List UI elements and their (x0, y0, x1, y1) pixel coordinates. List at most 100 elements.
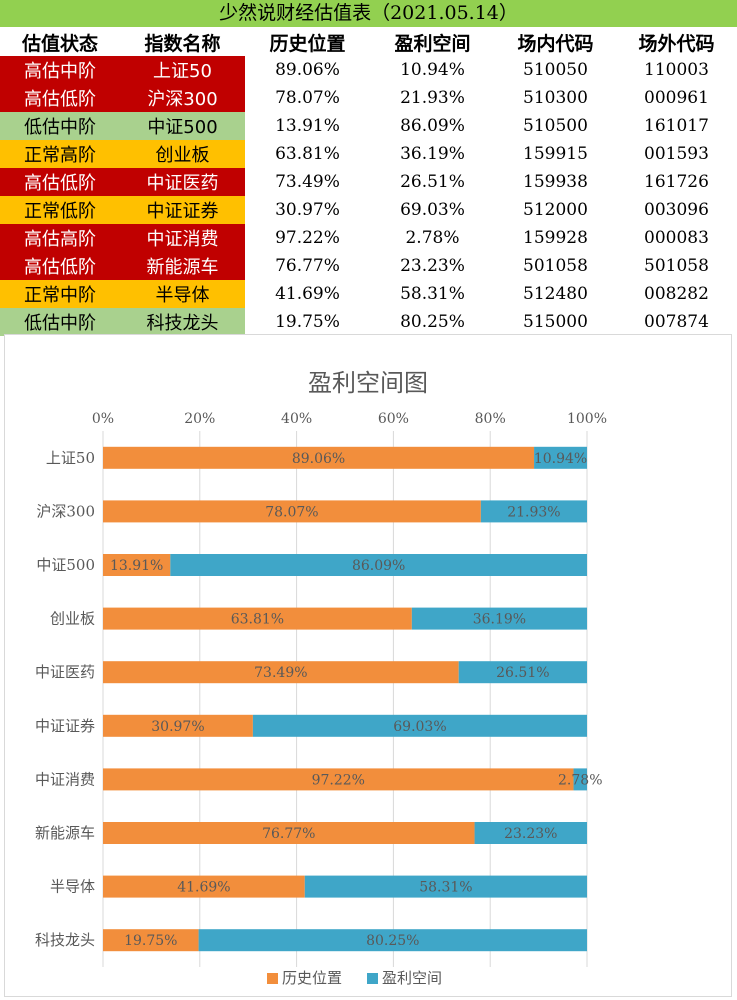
bar-profit (411, 607, 587, 630)
bar-hist (103, 929, 199, 952)
inner-code-cell: 512480 (523, 284, 588, 304)
index-cell: 中证500 (120, 112, 245, 140)
index-cell: 中证消费 (120, 224, 245, 252)
bar-profit (252, 714, 587, 737)
bar-hist (103, 768, 574, 791)
inner-code-cell: 512000 (523, 200, 588, 220)
status-cell: 高估高阶 (0, 224, 120, 252)
table-row: 高估低阶 沪深300 78.07% 21.93% 510300 000961 (0, 84, 737, 112)
bar-hist (103, 607, 412, 630)
table-row: 高估高阶 中证消费 97.22% 2.78% 159928 000083 (0, 224, 737, 252)
outer-code-cell: 110003 (644, 60, 709, 80)
bar-label-hist: 30.97% (151, 719, 204, 735)
index-cell: 中证医药 (120, 168, 245, 196)
header-index: 指数名称 (144, 32, 221, 55)
status-cell: 正常低阶 (0, 196, 120, 224)
bar-label-hist: 89.06% (292, 451, 345, 467)
bar-hist (103, 714, 253, 737)
profit-cell: 21.93% (400, 88, 465, 108)
hist-cell: 78.07% (275, 88, 340, 108)
table-row: 正常低阶 中证证券 30.97% 69.03% 512000 003096 (0, 196, 737, 224)
category-label: 创业板 (50, 610, 95, 628)
category-label: 沪深300 (36, 502, 95, 520)
status-cell: 高估低阶 (0, 168, 120, 196)
outer-code-cell: 008282 (644, 284, 709, 304)
x-tick-label: 0% (92, 411, 114, 427)
legend-label-hist: 历史位置 (282, 969, 342, 987)
index-cell: 沪深300 (120, 84, 245, 112)
table-row: 正常高阶 创业板 63.81% 36.19% 159915 001593 (0, 140, 737, 168)
table-row: 正常中阶 半导体 41.69% 58.31% 512480 008282 (0, 280, 737, 308)
outer-code-cell: 007874 (644, 312, 709, 332)
valuation-table: 估值状态 指数名称 历史位置 盈利空间 场内代码 场外代码 高估中阶 上证50 89… (0, 28, 737, 336)
header-hist: 历史位置 (269, 32, 346, 55)
profit-cell: 36.19% (400, 144, 465, 164)
bar-profit (474, 822, 587, 844)
bar-hist (103, 875, 305, 898)
x-tick-label: 40% (281, 411, 312, 427)
outer-code-cell: 000083 (644, 228, 709, 248)
hist-cell: 63.81% (275, 144, 340, 164)
inner-code-cell: 159938 (523, 172, 588, 192)
category-label: 上证50 (46, 449, 95, 467)
hist-cell: 41.69% (275, 284, 340, 304)
bar-label-profit: 36.19% (473, 612, 526, 628)
hist-cell: 76.77% (275, 256, 340, 276)
category-label: 中证医药 (35, 663, 95, 681)
category-label: 中证500 (36, 556, 95, 574)
inner-code-cell: 159915 (523, 144, 588, 164)
hist-cell: 97.22% (275, 228, 340, 248)
legend-swatch-hist (267, 973, 278, 984)
inner-code-cell: 510500 (523, 116, 588, 136)
profit-cell: 69.03% (400, 200, 465, 220)
profit-cell: 23.23% (400, 256, 465, 276)
bar-label-profit: 21.93% (507, 504, 560, 520)
legend-label-profit: 盈利空间 (382, 969, 442, 987)
x-tick-label: 20% (184, 411, 215, 427)
outer-code-cell: 000961 (644, 88, 709, 108)
bar-label-profit: 26.51% (496, 665, 549, 681)
index-cell: 创业板 (120, 140, 245, 168)
table-row: 高估低阶 新能源车 76.77% 23.23% 501058 501058 (0, 252, 737, 280)
status-cell: 高估低阶 (0, 84, 120, 112)
profit-cell: 2.78% (405, 228, 460, 248)
category-label: 中证证券 (35, 717, 95, 735)
bar-hist (103, 661, 459, 684)
table-row: 高估低阶 中证医药 73.49% 26.51% 159938 161726 (0, 168, 737, 196)
chart-frame: 盈利空间图 0% 20% 40% 60% 80% 100% 上证50 89.06% 10.94% 沪… (4, 334, 732, 997)
status-cell: 高估低阶 (0, 252, 120, 280)
category-label: 中证消费 (35, 770, 95, 788)
bar-hist (103, 446, 535, 469)
inner-code-cell: 510300 (523, 88, 588, 108)
index-cell: 科技龙头 (120, 308, 245, 336)
x-tick-label: 100% (567, 411, 607, 427)
bar-label-profit: 86.09% (352, 558, 405, 574)
bar-label-profit: 80.25% (366, 933, 419, 949)
outer-code-cell: 501058 (644, 256, 709, 276)
bar-label-profit: 69.03% (393, 719, 446, 735)
table-row: 低估中阶 科技龙头 19.75% 80.25% 515000 007874 (0, 308, 737, 336)
bar-profit (534, 446, 587, 469)
legend-swatch-profit (367, 973, 378, 984)
x-tick-label: 80% (475, 411, 506, 427)
status-cell: 高估中阶 (0, 56, 120, 84)
profit-cell: 86.09% (400, 116, 465, 136)
bar-label-profit: 23.23% (504, 826, 557, 842)
status-cell: 低估中阶 (0, 112, 120, 140)
profit-space-chart: 盈利空间图 0% 20% 40% 60% 80% 100% 上证50 89.06% 10.94% 沪… (35, 369, 607, 987)
category-label: 科技龙头 (35, 931, 95, 949)
bar-label-hist: 19.75% (124, 933, 177, 949)
bar-profit (198, 929, 587, 952)
bar-label-profit: 10.94% (534, 451, 587, 467)
header-outer-code: 场外代码 (638, 32, 715, 55)
profit-cell: 10.94% (400, 60, 465, 80)
bar-label-profit: 58.31% (419, 880, 472, 896)
profit-cell: 80.25% (400, 312, 465, 332)
table-header-row: 估值状态 指数名称 历史位置 盈利空间 场内代码 场外代码 (0, 28, 737, 56)
inner-code-cell: 515000 (523, 312, 588, 332)
bar-profit (458, 661, 587, 684)
profit-cell: 58.31% (400, 284, 465, 304)
inner-code-cell: 510050 (523, 60, 588, 80)
status-cell: 正常中阶 (0, 280, 120, 308)
hist-cell: 13.91% (275, 116, 340, 136)
